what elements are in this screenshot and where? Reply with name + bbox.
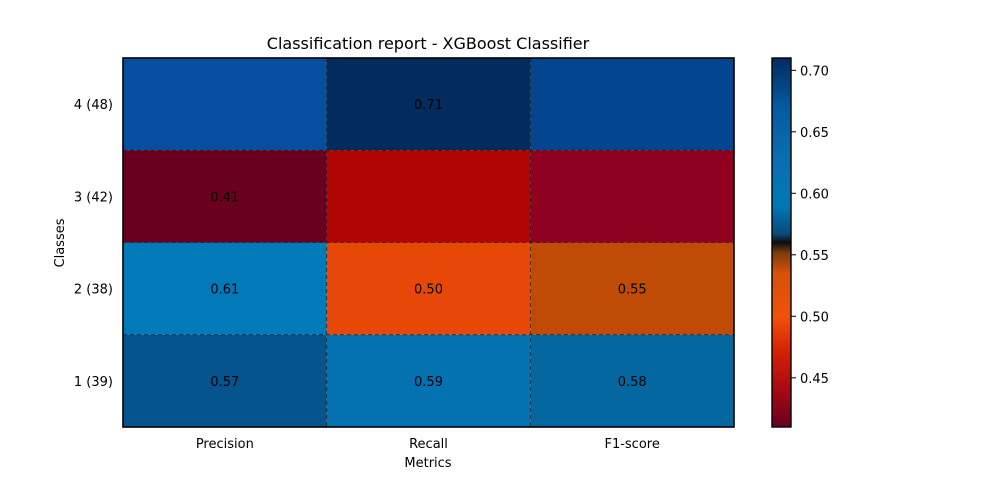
y-tick-label: 2 (38): [74, 283, 113, 298]
x-tick-label: Precision: [196, 437, 254, 452]
heatmap-cell: [123, 334, 327, 427]
heatmap-cell: [530, 334, 734, 427]
y-tick-label: 3 (42): [74, 190, 113, 205]
cell-value-label: 0.61: [210, 283, 239, 298]
y-tick-label: 4 (48): [74, 98, 113, 113]
heatmap-cell: [326, 242, 531, 335]
heatmap-cell: [123, 150, 327, 243]
colorbar-tick-label: 0.65: [800, 126, 829, 141]
heatmap-cell: [123, 58, 327, 151]
cell-value-label: 0.50: [414, 283, 443, 298]
colorbar-tick-label: 0.55: [800, 249, 829, 264]
cell-value-label: 0.55: [618, 283, 647, 298]
cell-value-label: 0.57: [210, 375, 239, 390]
heatmap-cell: [326, 334, 531, 427]
heatmap-cell: [530, 58, 734, 151]
heatmap-cell: [326, 58, 531, 151]
cell-value-label: 0.59: [414, 375, 443, 390]
colorbar-tick-label: 0.60: [800, 187, 829, 202]
y-axis-ticks: 4 (48) 3 (42) 2 (38) 1 (39): [74, 98, 113, 390]
heatmap-cells: 0.71 0.41 0.61 0.50 0.55 0.57 0.59 0.58: [123, 58, 734, 427]
heatmap-cell: [123, 242, 327, 335]
y-tick-label: 1 (39): [74, 375, 113, 390]
x-tick-label: F1-score: [604, 437, 659, 452]
colorbar-tick-label: 0.70: [800, 64, 829, 79]
cell-value-label: 0.58: [618, 375, 647, 390]
chart-title: Classification report - XGBoost Classifi…: [267, 34, 590, 53]
colorbar: [771, 57, 792, 428]
cell-value-label: 0.41: [210, 190, 239, 205]
heatmap-cell: [530, 150, 734, 243]
plot-frame: [122, 57, 735, 428]
colorbar-tick-label: 0.45: [800, 372, 829, 387]
x-axis-ticks: Precision Recall F1-score: [196, 437, 660, 452]
x-axis-label: Metrics: [404, 456, 451, 471]
cell-value-label: 0.71: [414, 98, 443, 113]
heatmap-grid: [123, 58, 734, 427]
x-tick-label: Recall: [409, 437, 448, 452]
y-axis-label: Classes: [53, 218, 68, 267]
colorbar-tick-label: 0.50: [800, 310, 829, 325]
colorbar-ticks: 0.70 0.65 0.60 0.55 0.50 0.45: [791, 64, 829, 387]
heatmap-cell: [530, 242, 734, 335]
heatmap-cell: [326, 150, 531, 243]
